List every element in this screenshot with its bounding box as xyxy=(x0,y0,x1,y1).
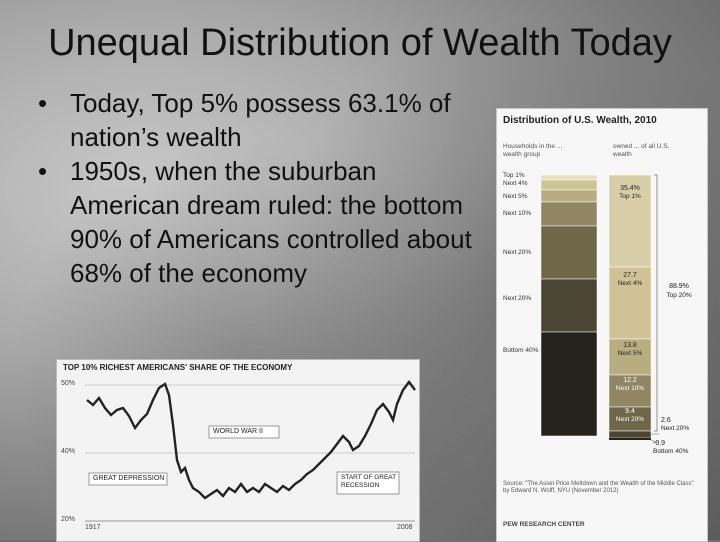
group-label: Next 5% xyxy=(503,193,528,200)
outside-value: -0.9 xyxy=(653,440,666,447)
group-label: Next 10% xyxy=(503,210,532,217)
left-x-start: 1917 xyxy=(85,524,101,531)
bracket-group: Top 20% xyxy=(666,292,692,299)
annotation-world-war-ii: WORLD WAR II xyxy=(213,428,263,435)
wealth-group: Next 10% xyxy=(615,385,645,392)
source-note: Source: "The Asset Price Meltdown and th… xyxy=(503,481,694,494)
wealth-value: 13.8 xyxy=(623,342,637,349)
left-chart-grid xyxy=(85,384,415,522)
brand-label: PEW RESEARCH CENTER xyxy=(503,521,585,528)
left-x-end: 2008 xyxy=(397,524,413,531)
wealth-value: 9.4 xyxy=(625,408,635,415)
left-chart-svg xyxy=(85,380,416,522)
outside-value: 2.6 xyxy=(661,417,671,424)
wealth-group: Top 1% xyxy=(619,193,641,200)
wealth-value: 12.2 xyxy=(623,377,637,384)
group-label: Next 20% xyxy=(503,295,532,302)
left-y-tick: 50% xyxy=(61,380,76,387)
bullet-list: Today, Top 5% possess 63.1% of nation’s … xyxy=(32,86,482,290)
left-y-tick: 20% xyxy=(61,516,76,523)
wealth-group: Next 20% xyxy=(615,416,645,423)
wealth-group: Next 4% xyxy=(617,280,643,287)
left-chart-callouts xyxy=(88,425,400,495)
right-chart-svg xyxy=(540,174,660,444)
left-y-tick: 40% xyxy=(61,448,76,455)
bullet-item: 1950s, when the suburban American dream … xyxy=(32,154,482,290)
bullet-item: Today, Top 5% possess 63.1% of nation’s … xyxy=(32,86,482,154)
left-chart-title: TOP 10% RICHEST AMERICANS' SHARE OF THE … xyxy=(63,363,293,372)
group-label: Top 1% xyxy=(503,172,525,179)
right-chart-title: Distribution of U.S. Wealth, 2010 xyxy=(503,115,657,126)
wealth-value: 27.7 xyxy=(623,272,637,279)
outside-group: Next 20% xyxy=(661,425,690,432)
bracket-value: 88.9% xyxy=(669,283,689,290)
group-label: Next 20% xyxy=(503,249,532,256)
slide-title: Unequal Distribution of Wealth Today xyxy=(48,22,672,64)
left-chart: TOP 10% RICHEST AMERICANS' SHARE OF THE … xyxy=(56,359,420,542)
col-right-caption: owned ... of all U.S. wealth xyxy=(613,143,670,158)
left-chart-line xyxy=(86,380,416,500)
col-left-caption: Households in the ... wealth group xyxy=(503,143,563,158)
outside-group: Bottom 40% xyxy=(653,448,689,455)
wealth-group: Next 5% xyxy=(617,350,643,357)
annotation-great-recession: START OF GREAT RECESSION xyxy=(341,474,397,489)
group-label: Next 4% xyxy=(503,180,528,187)
group-label: Bottom 40% xyxy=(503,347,539,354)
wealth-value: 35.4% xyxy=(620,185,640,192)
right-chart: Distribution of U.S. Wealth, 2010 Househ… xyxy=(496,108,708,542)
annotation-great-depression: GREAT DEPRESSION xyxy=(93,475,165,482)
